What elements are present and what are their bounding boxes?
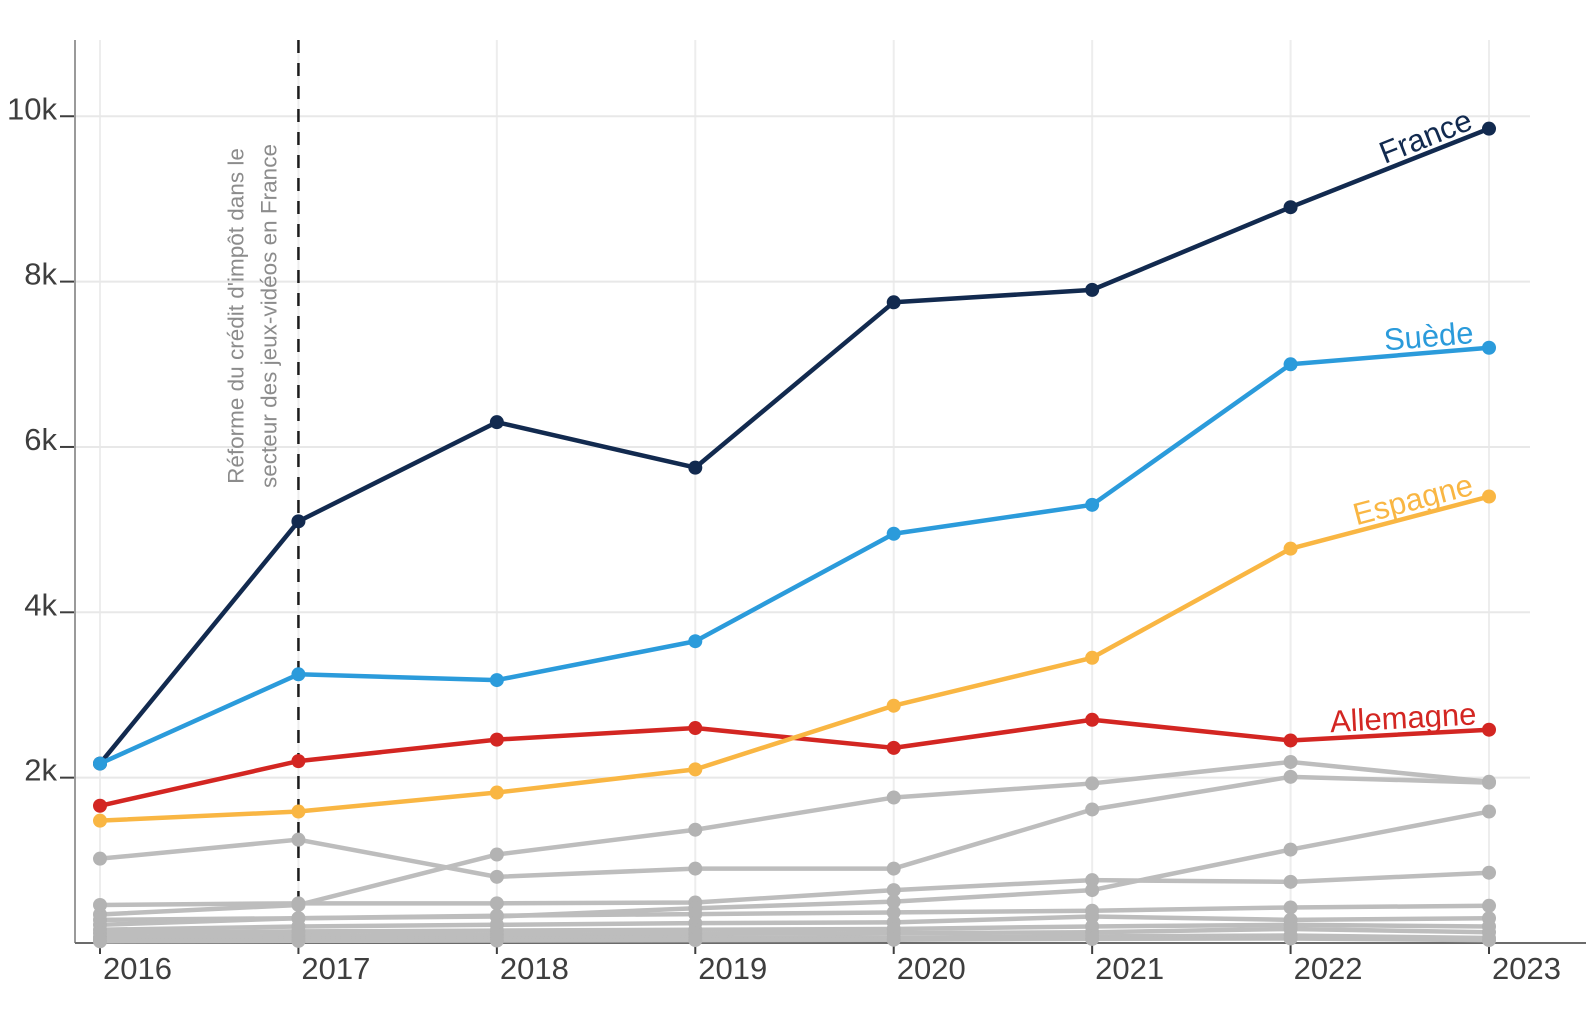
series-france-point [1085, 282, 1100, 297]
series-espagne-point [1482, 489, 1497, 504]
other-10-point [489, 933, 504, 948]
y-tick-label: 6k [24, 422, 57, 457]
series-suède-point [291, 667, 306, 682]
x-tick-label: 2022 [1294, 951, 1363, 986]
x-tick-label: 2023 [1492, 951, 1561, 986]
other-4-point [1085, 883, 1100, 898]
annotation-text-line1: Réforme du crédit d'impôt dans le [223, 148, 248, 484]
series-suède-point [688, 634, 703, 649]
other-5-point [1482, 898, 1497, 913]
series-allemagne-point [1482, 722, 1497, 737]
other-1-point [291, 832, 306, 847]
other-10-point [886, 932, 901, 947]
x-tick-label: 2020 [897, 951, 966, 986]
other-3-point [1482, 865, 1497, 880]
other-3-point [886, 883, 901, 898]
annotation-text-line2: secteur des jeux-vidéos en France [256, 144, 281, 488]
series-france-point [688, 460, 703, 475]
other-3-point [489, 896, 504, 911]
series-suède-point [489, 673, 504, 688]
series-france-point [291, 514, 306, 529]
series-france-point [1283, 200, 1298, 215]
other-1-point [489, 869, 504, 884]
series-espagne-line [97, 494, 1492, 823]
other-3-point [1283, 874, 1298, 889]
other-1-point [93, 851, 107, 866]
series-allemagne-point [688, 721, 703, 736]
x-tick-label: 2017 [301, 951, 370, 986]
x-tick-label: 2016 [103, 951, 172, 986]
series-allemagne-point [291, 754, 306, 769]
series-allemagne-point [489, 732, 504, 747]
other-10-point [1283, 931, 1298, 946]
series-france-point [886, 295, 901, 310]
series-label-espagne: Espagne [1349, 467, 1476, 532]
other-1-point [1283, 769, 1298, 784]
series-suède-point [1482, 340, 1497, 355]
other-4-point [1283, 842, 1298, 857]
other-7-line [97, 922, 1492, 936]
other-2-point [489, 847, 504, 862]
other-3-line [97, 870, 1492, 908]
other-10-line [97, 936, 1492, 944]
other-5-point [1283, 900, 1298, 915]
series-espagne-point [291, 804, 306, 819]
other-1-point [886, 861, 901, 876]
other-5-point [886, 905, 901, 920]
series-espagne-point [93, 813, 107, 828]
other-10-point [688, 933, 703, 948]
other-2-point [886, 790, 901, 805]
other-6-point [1085, 909, 1100, 924]
other-4-point [886, 894, 901, 909]
series-label-france: France [1374, 102, 1477, 170]
series-suède-point [886, 526, 901, 541]
other-2-point [1283, 754, 1298, 769]
other-6-line [97, 914, 1492, 933]
y-tick-label: 2k [24, 753, 57, 788]
other-10-point [1085, 931, 1100, 946]
series-allemagne-point [886, 740, 901, 755]
x-tick-label: 2018 [500, 951, 569, 986]
series-france-point [489, 415, 504, 430]
other-3-point [93, 897, 107, 912]
series-espagne-point [1283, 541, 1298, 556]
other-10-point [291, 933, 306, 948]
x-tick-label: 2019 [698, 951, 767, 986]
series-espagne-point [886, 698, 901, 713]
other-1-point [688, 861, 703, 876]
series-suède-point [93, 756, 107, 771]
y-tick-label: 10k [7, 91, 57, 126]
series-espagne-point [489, 785, 504, 800]
other-2-point [688, 822, 703, 837]
other-10-point [93, 934, 107, 949]
other-2-point [1085, 776, 1100, 791]
series-espagne-point [1085, 650, 1100, 665]
series-suède-line [97, 345, 1492, 766]
other-5-line [97, 903, 1492, 928]
series-label-suède: Suède [1382, 315, 1474, 357]
series-france-point [1482, 121, 1497, 136]
series-allemagne-point [1283, 733, 1298, 748]
series-suède-point [1085, 497, 1100, 512]
other-10-point [1482, 933, 1497, 948]
other-8-line [97, 926, 1492, 940]
series-label-allemagne: Allemagne [1329, 696, 1477, 739]
other-1-line [97, 774, 1492, 880]
series-allemagne-point [93, 798, 107, 813]
series-suède-point [1283, 357, 1298, 372]
other-3-point [291, 896, 306, 911]
series-espagne-point [688, 762, 703, 777]
series-allemagne-point [1085, 712, 1100, 727]
other-2-line [97, 759, 1492, 917]
other-3-point [1085, 873, 1100, 888]
x-tick-label: 2021 [1095, 951, 1164, 986]
other-2-point [1482, 774, 1497, 789]
other-1-point [1085, 802, 1100, 817]
y-tick-label: 4k [24, 587, 57, 622]
other-4-point [1482, 804, 1497, 819]
series-france-line [97, 126, 1492, 766]
y-tick-label: 8k [24, 257, 57, 292]
